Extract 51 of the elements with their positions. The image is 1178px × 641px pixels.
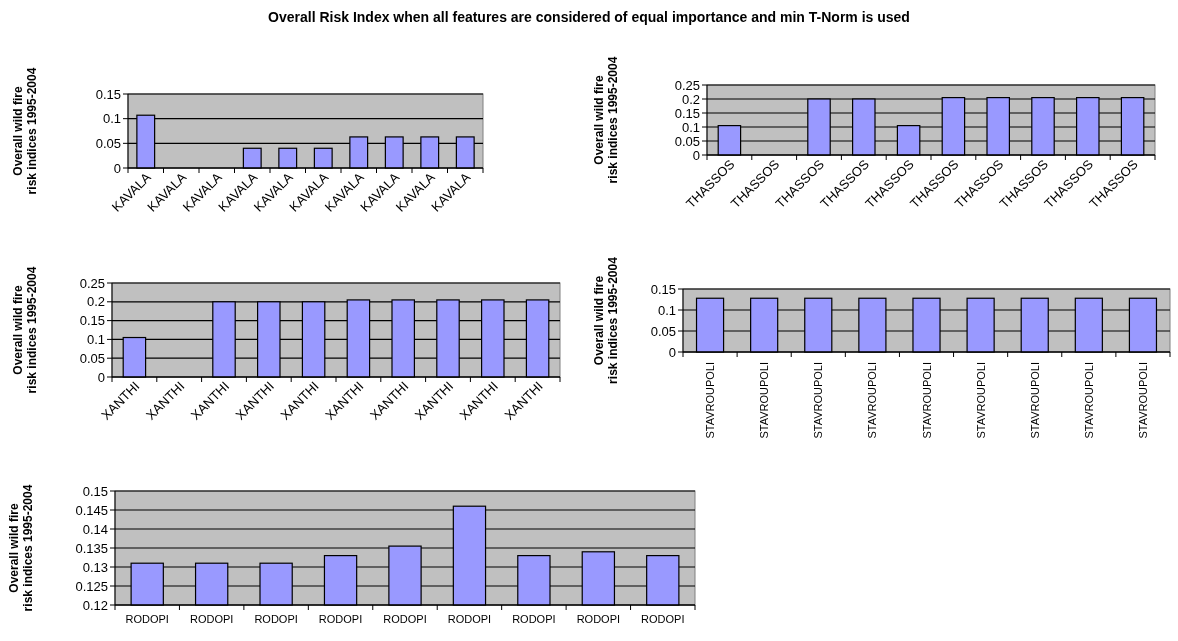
y-tick-label: 0.05 bbox=[79, 350, 105, 366]
y-tick-label: 0.15 bbox=[79, 313, 105, 329]
text: Overall Risk Index when all features are considered of equal importance and min T-Norm is used bbox=[268, 9, 910, 25]
y-tick-label: 0.1 bbox=[102, 111, 121, 127]
y-tick-label: 0.05 bbox=[650, 323, 676, 339]
x-tick-label: RODOPI bbox=[383, 613, 427, 625]
y-tick-label: 0.2 bbox=[86, 294, 105, 310]
y-axis-title: Overall wild fire risk indices 1995-2004 bbox=[11, 67, 39, 195]
y-tick-label: 0 bbox=[113, 160, 121, 176]
x-tick-label: RODOPI bbox=[447, 613, 492, 625]
x-tick-label: RODOPI bbox=[512, 613, 556, 625]
y-axis-title: Overall wild fire risk indices 1995-2004 bbox=[592, 56, 620, 184]
x-tick-label: STAVROUPOLI bbox=[704, 362, 717, 439]
x-tick-label: STAVROUPOLI bbox=[974, 362, 987, 439]
x-tick-label: STAVROUPOLI bbox=[1082, 362, 1095, 439]
x-tick-label: RODOPI bbox=[254, 613, 298, 625]
y-tick-label: 0.05 bbox=[95, 135, 121, 151]
y-tick-label: 0.25 bbox=[79, 275, 105, 291]
x-tick-label: RODOPI bbox=[125, 613, 169, 625]
x-tick-label: RODOPI bbox=[189, 613, 234, 625]
y-tick-label: 0.12 bbox=[82, 597, 108, 613]
x-tick-label: STAVROUPOLI bbox=[1028, 362, 1041, 439]
y-tick-label: 0.15 bbox=[95, 86, 121, 102]
y-tick-label: 0.05 bbox=[674, 133, 700, 149]
y-tick-label: 0.15 bbox=[82, 483, 108, 499]
y-tick-label: 0.14 bbox=[82, 521, 108, 537]
y-axis-title: Overall wild fire risk indices 1995-2004 bbox=[11, 266, 39, 394]
y-tick-label: 0.1 bbox=[681, 119, 700, 135]
y-tick-label: 0.15 bbox=[674, 105, 700, 121]
y-tick-label: 0 bbox=[97, 369, 105, 385]
y-tick-label: 0.145 bbox=[75, 502, 108, 518]
x-tick-label: RODOPI bbox=[641, 613, 685, 625]
y-tick-label: 0.2 bbox=[681, 91, 700, 107]
x-tick-label: STAVROUPOLI bbox=[812, 362, 825, 439]
y-tick-label: 0.13 bbox=[82, 559, 108, 575]
y-tick-label: 0.1 bbox=[86, 331, 105, 347]
y-axis-title: Overall wild fire risk indices 1995-2004 bbox=[7, 484, 35, 612]
x-tick-label: RODOPI bbox=[318, 613, 363, 625]
x-tick-label: STAVROUPOLI bbox=[866, 362, 879, 439]
y-axis-title: Overall wild fire risk indices 1995-2004 bbox=[592, 256, 620, 384]
x-tick-label: STAVROUPOLI bbox=[758, 362, 771, 439]
x-tick-label: STAVROUPOLI bbox=[1136, 362, 1149, 439]
y-tick-label: 0.135 bbox=[75, 540, 108, 556]
y-tick-label: 0.125 bbox=[75, 578, 108, 594]
x-tick-label: STAVROUPOLI bbox=[920, 362, 933, 439]
x-tick-label: RODOPI bbox=[576, 613, 621, 625]
y-tick-label: 0 bbox=[668, 344, 676, 360]
y-tick-label: 0 bbox=[692, 147, 700, 163]
y-tick-label: 0.15 bbox=[650, 281, 676, 297]
y-tick-label: 0.25 bbox=[674, 77, 700, 93]
y-tick-label: 0.1 bbox=[657, 302, 676, 318]
